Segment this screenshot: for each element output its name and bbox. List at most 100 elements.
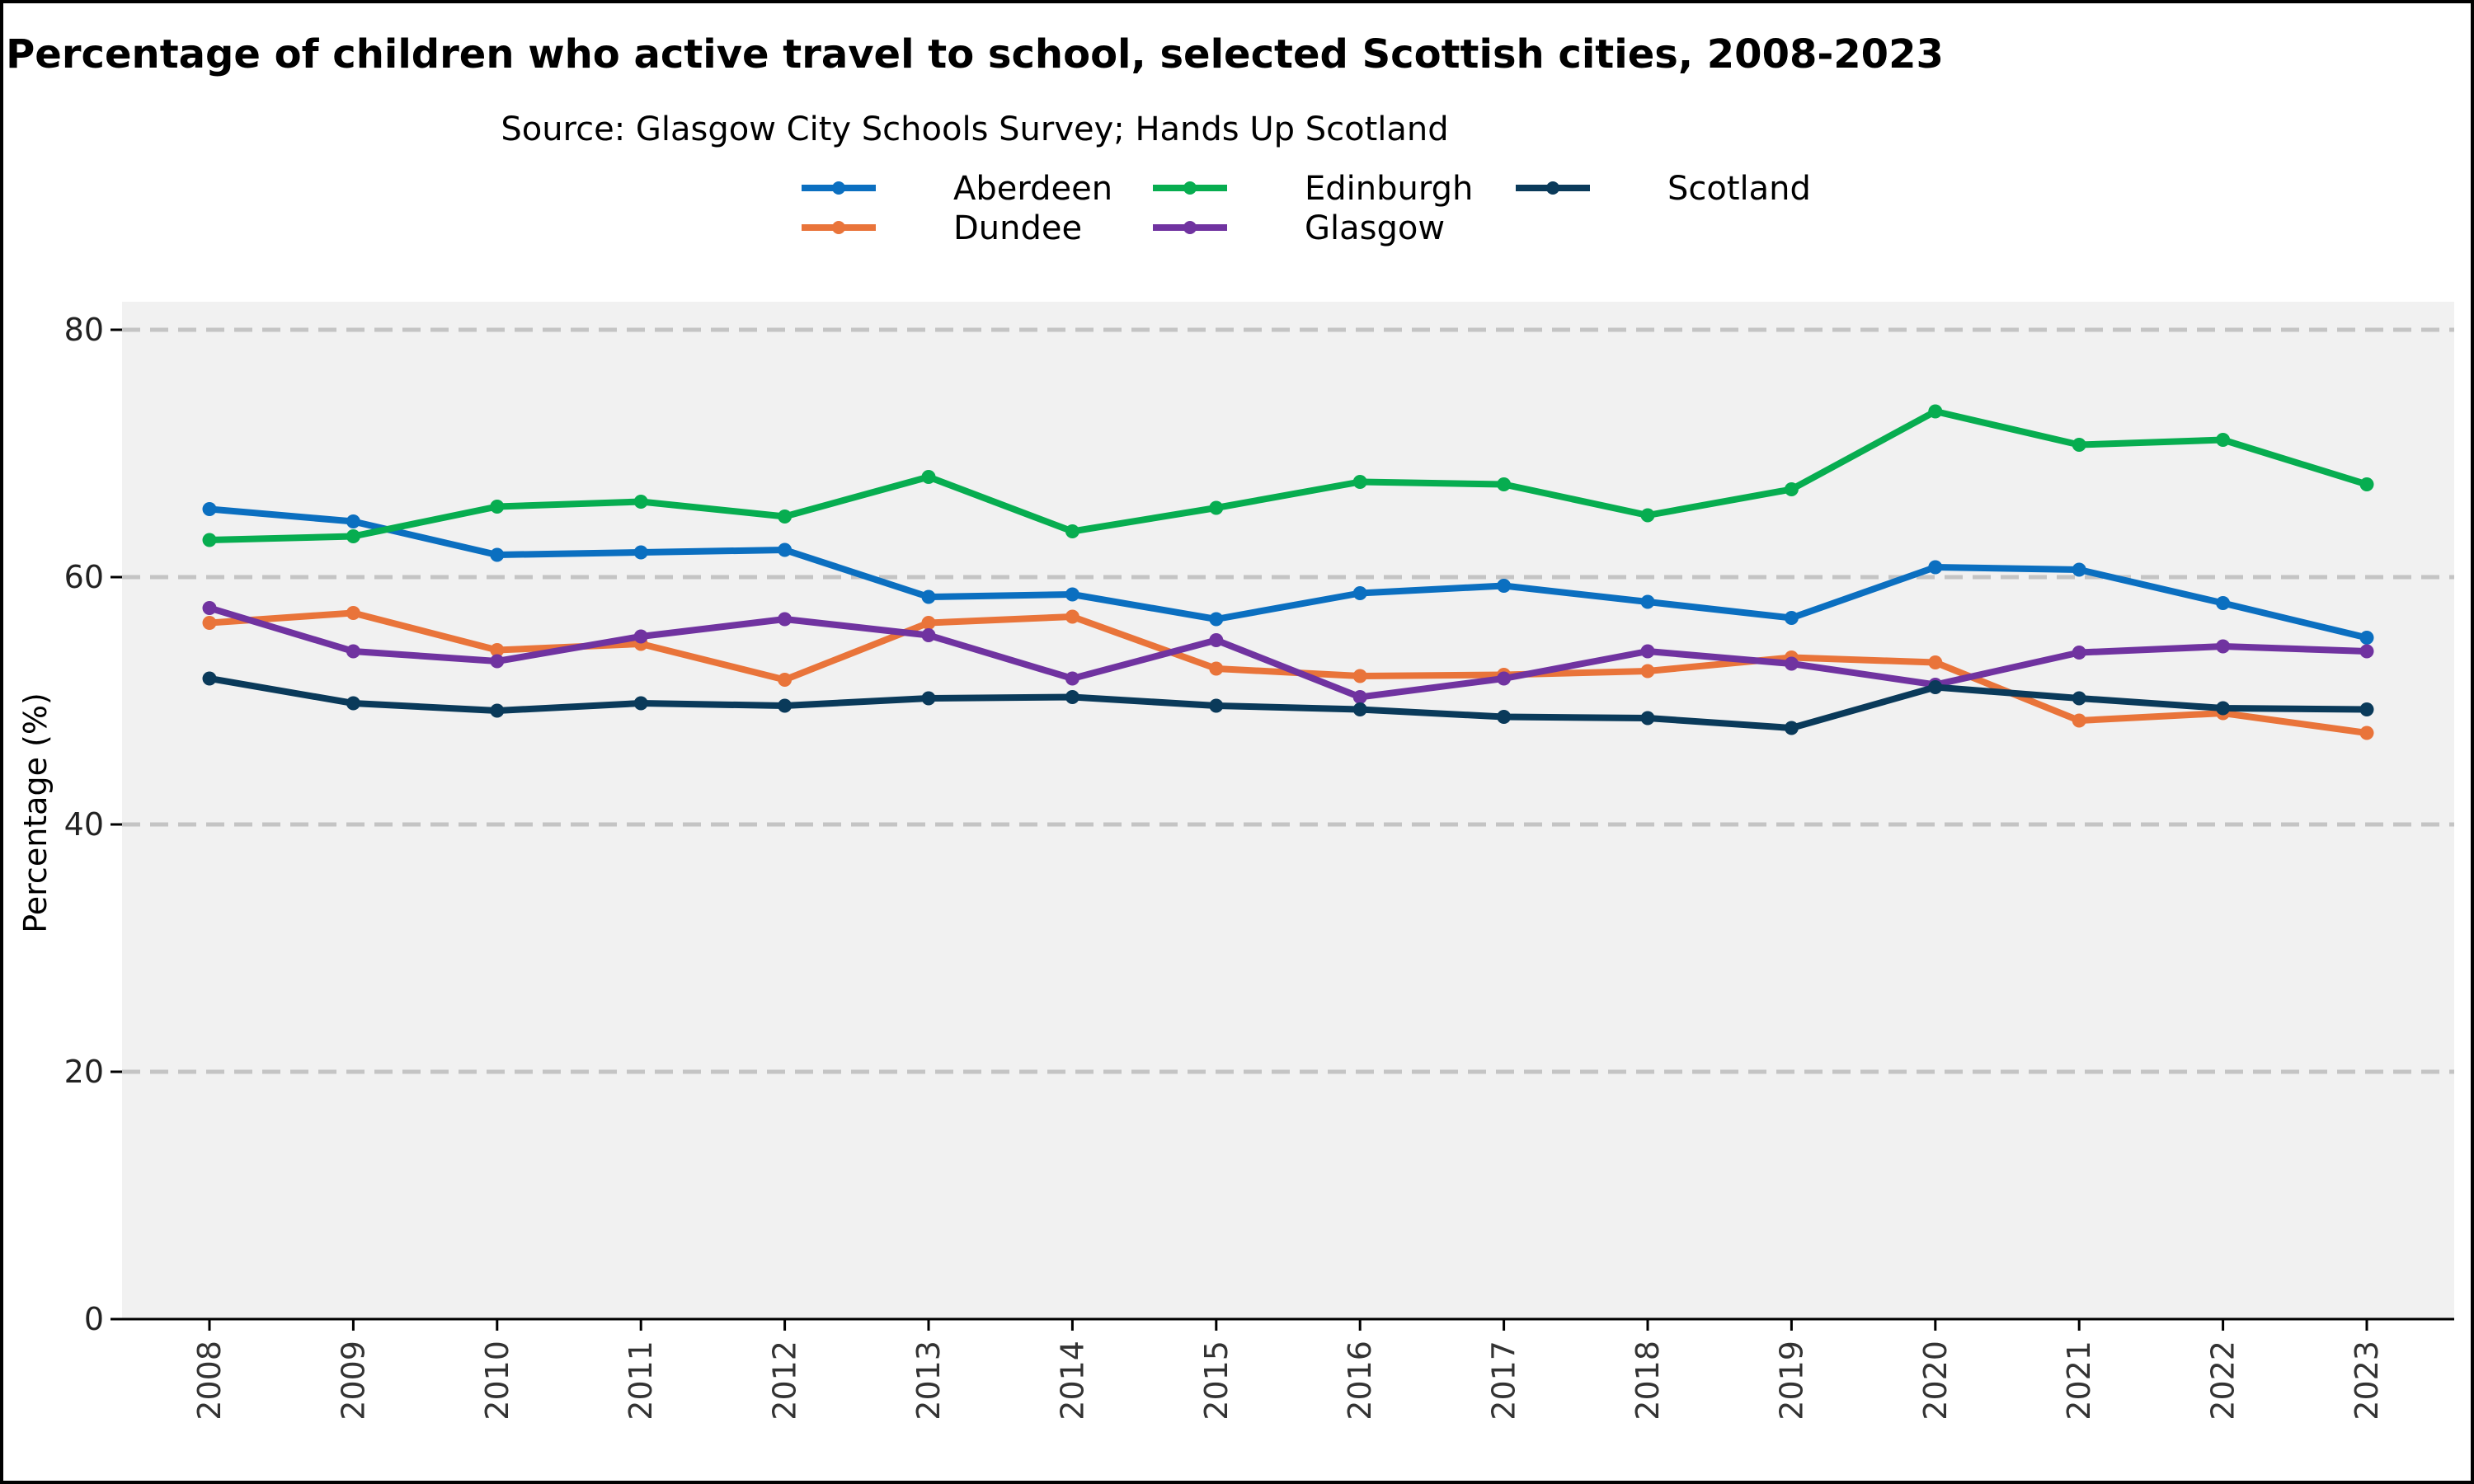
x-tick-label: 2023	[2349, 1341, 2385, 1421]
data-point-scotland	[346, 696, 360, 711]
data-point-dundee	[1209, 661, 1224, 676]
x-tick-label: 2018	[1630, 1341, 1666, 1421]
legend-item-scotland: Scotland	[1516, 170, 1811, 208]
x-tick-label: 2019	[1773, 1341, 1809, 1421]
data-point-aberdeen	[1784, 611, 1799, 625]
data-point-aberdeen	[633, 545, 648, 560]
x-tick-label: 2011	[623, 1341, 659, 1421]
data-point-dundee	[921, 616, 936, 630]
plot-area	[122, 302, 2454, 1319]
x-tick-label: 2009	[335, 1341, 371, 1421]
x-tick-label: 2022	[2205, 1341, 2241, 1421]
data-point-glasgow	[346, 644, 360, 659]
data-point-edinburgh	[1928, 404, 1943, 419]
data-point-dundee	[1640, 664, 1655, 679]
series-line-aberdeen	[206, 505, 2370, 641]
data-point-aberdeen	[1352, 586, 1367, 600]
series-layer	[202, 404, 2374, 740]
data-point-scotland	[778, 698, 793, 713]
y-tick-label: 60	[64, 559, 104, 595]
y-tick-label: 20	[64, 1054, 104, 1090]
data-point-glasgow	[778, 612, 793, 627]
series-aberdeen	[202, 502, 2374, 645]
data-point-edinburgh	[778, 510, 793, 524]
data-point-dundee	[1928, 655, 1943, 669]
data-point-edinburgh	[1209, 500, 1224, 515]
data-point-dundee	[490, 643, 505, 657]
data-point-glasgow	[1065, 671, 1079, 686]
legend-item-glasgow: Glasgow	[1153, 209, 1445, 247]
legend-marker	[832, 181, 845, 195]
series-line-glasgow	[206, 604, 2370, 701]
y-tick-label: 40	[64, 806, 104, 843]
data-point-aberdeen	[921, 589, 936, 604]
data-point-glasgow	[1640, 644, 1655, 659]
x-tick-label: 2008	[191, 1341, 228, 1421]
data-point-glasgow	[490, 654, 505, 669]
y-tick-label: 0	[84, 1301, 104, 1337]
x-tick-label: 2013	[910, 1341, 947, 1421]
data-point-scotland	[1640, 711, 1655, 726]
data-point-scotland	[1209, 698, 1224, 713]
legend-label: Edinburgh	[1305, 170, 1473, 208]
legend-label: Scotland	[1667, 170, 1811, 208]
data-point-edinburgh	[2216, 433, 2231, 447]
series-line-edinburgh	[206, 408, 2370, 543]
data-point-glasgow	[1352, 690, 1367, 704]
data-point-scotland	[633, 696, 648, 711]
x-tick-label: 2020	[1917, 1341, 1954, 1421]
data-point-scotland	[2216, 701, 2231, 716]
data-point-edinburgh	[1784, 482, 1799, 496]
data-point-glasgow	[2359, 644, 2374, 659]
data-point-scotland	[2072, 691, 2086, 706]
data-point-glasgow	[1497, 671, 1512, 686]
data-point-edinburgh	[1065, 524, 1079, 538]
data-point-aberdeen	[2072, 562, 2086, 577]
data-point-dundee	[778, 673, 793, 687]
legend-marker	[832, 221, 845, 234]
data-point-glasgow	[202, 601, 217, 615]
x-tick-label: 2016	[1342, 1341, 1378, 1421]
legend-item-aberdeen: Aberdeen	[802, 170, 1112, 208]
data-point-glasgow	[1209, 633, 1224, 647]
data-point-dundee	[346, 606, 360, 620]
legend-marker	[1183, 221, 1197, 234]
legend-marker	[1546, 181, 1559, 195]
data-point-aberdeen	[1497, 579, 1512, 593]
gridlines	[122, 327, 2454, 1074]
data-point-scotland	[921, 691, 936, 706]
y-axis: 0 20 40 60 80	[64, 312, 122, 1337]
data-point-aberdeen	[1640, 594, 1655, 609]
legend-label: Glasgow	[1305, 209, 1445, 247]
data-point-glasgow	[1784, 656, 1799, 671]
data-point-aberdeen	[1209, 612, 1224, 627]
data-point-dundee	[2072, 713, 2086, 728]
data-point-edinburgh	[2359, 477, 2374, 491]
data-point-edinburgh	[1497, 477, 1512, 491]
series-edinburgh	[202, 404, 2374, 547]
legend-label: Aberdeen	[953, 170, 1112, 208]
data-point-glasgow	[2072, 646, 2086, 660]
data-point-aberdeen	[1928, 560, 1943, 575]
data-point-glasgow	[2216, 639, 2231, 654]
x-tick-label: 2015	[1198, 1341, 1235, 1421]
x-tick-label: 2017	[1486, 1341, 1522, 1421]
legend-item-edinburgh: Edinburgh	[1153, 170, 1473, 208]
y-axis-label: Percentage (%)	[17, 693, 54, 933]
x-axis: 2008 2009 2010 2011 2012 2013 2014 2015 2016 2017…	[122, 1317, 2454, 1421]
data-point-dundee	[2359, 726, 2374, 740]
data-point-aberdeen	[2216, 596, 2231, 610]
data-point-aberdeen	[778, 542, 793, 557]
data-point-dundee	[202, 616, 217, 630]
data-point-dundee	[1065, 609, 1079, 624]
y-tick-label: 80	[64, 312, 104, 348]
data-point-scotland	[202, 671, 217, 686]
data-point-scotland	[1928, 680, 1943, 694]
data-point-scotland	[1497, 710, 1512, 724]
line-chart: Percentage of children who active travel…	[6, 31, 2454, 1421]
data-point-edinburgh	[2072, 438, 2086, 452]
series-glasgow	[202, 601, 2374, 704]
x-tick-label: 2012	[767, 1341, 803, 1421]
series-scotland	[202, 671, 2374, 735]
